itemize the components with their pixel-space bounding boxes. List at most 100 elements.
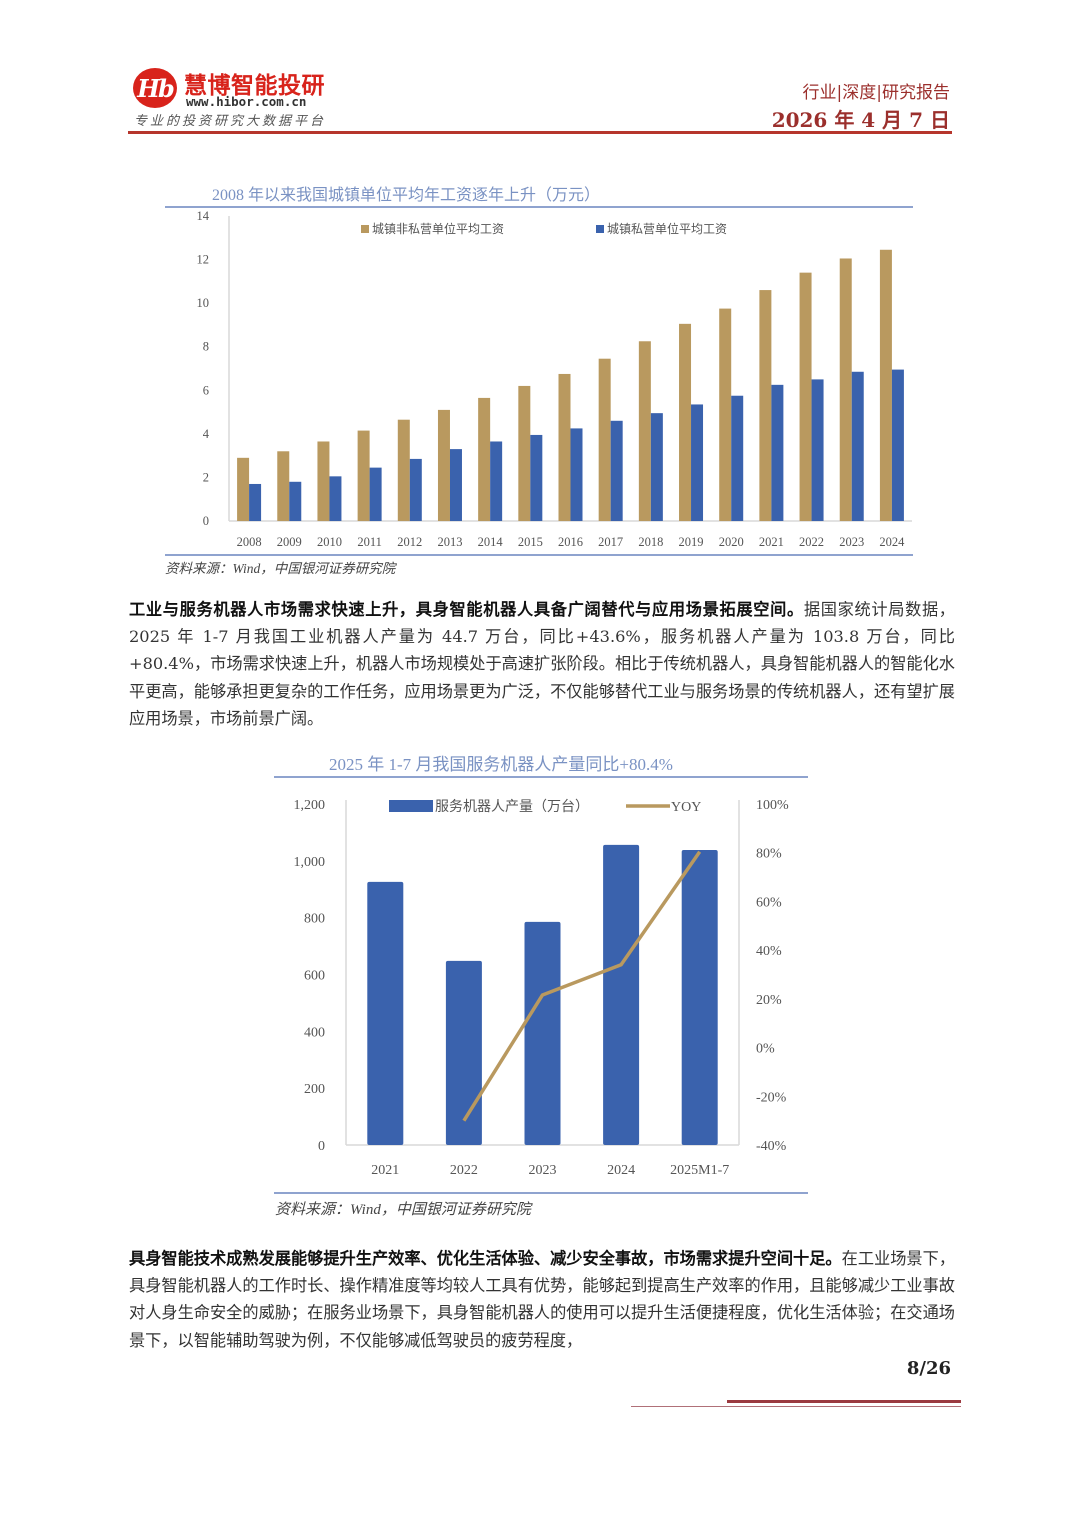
paragraph-2-lead: 具身智能技术成熟发展能够提升生产效率、优化生活体验、减少安全事故，市场需求提升空… xyxy=(129,1249,842,1268)
chart1-bar xyxy=(851,371,864,521)
chart1-bar xyxy=(249,483,262,521)
chart1-bar xyxy=(490,441,503,521)
chart2-x-tick: 2024 xyxy=(607,1163,635,1178)
chart1-bar xyxy=(598,358,611,521)
chart2-bar xyxy=(524,921,561,1145)
chart2-bar xyxy=(681,850,718,1145)
chart1-bar xyxy=(277,451,290,521)
chart2-y-tick: 0 xyxy=(318,1139,325,1154)
chart1-y-tick: 0 xyxy=(203,514,209,528)
chart2-bar xyxy=(367,881,404,1145)
chart1-y-tick: 8 xyxy=(203,340,209,354)
chart1-legend-swatch xyxy=(361,225,369,233)
chart2-y-tick: 600 xyxy=(304,969,325,984)
chart2-y-tick: 400 xyxy=(304,1025,325,1040)
chart1-bar xyxy=(357,430,370,521)
chart1-x-tick: 2022 xyxy=(799,535,824,549)
chart2-source: 资料来源：Wind，中国银河证券研究院 xyxy=(275,1202,531,1218)
chart1-bar xyxy=(811,379,824,521)
chart1-x-tick: 2024 xyxy=(879,535,905,549)
chart2-y2-tick: 60% xyxy=(756,895,782,910)
chart2-legend-label-line: YOY xyxy=(671,800,701,815)
chart1-bar xyxy=(650,413,663,521)
chart1-bar xyxy=(237,457,250,521)
footer-rule-thick xyxy=(727,1400,961,1403)
chart1-x-tick: 2013 xyxy=(437,535,462,549)
chart1-x-tick: 2017 xyxy=(598,535,623,549)
chart1-x-tick: 2010 xyxy=(317,535,342,549)
chart1-legend-label: 城镇私营单位平均工资 xyxy=(607,221,727,236)
chart2-x-tick: 2023 xyxy=(529,1163,557,1178)
chart1-x-tick: 2015 xyxy=(518,535,543,549)
chart1-bar xyxy=(771,384,784,521)
chart1-bar xyxy=(570,428,583,521)
chart1-x-tick: 2018 xyxy=(638,535,663,549)
chart2-y2-tick: 80% xyxy=(756,847,782,862)
paragraph-1: 工业与服务机器人市场需求快速上升，具身智能机器人具备广阔替代与应用场景拓展空间。… xyxy=(129,596,955,732)
header-divider xyxy=(128,131,952,134)
chart2-y-tick: 1,200 xyxy=(294,798,326,813)
chart1-title: 2008 年以来我国城镇单位平均年工资逐年上升（万元） xyxy=(212,187,601,204)
chart1-y-tick: 2 xyxy=(203,470,209,484)
brand-url[interactable]: www.hibor.com.cn xyxy=(186,94,307,109)
chart2-y2-tick: 40% xyxy=(756,944,782,959)
chart2-x-tick: 2021 xyxy=(371,1163,399,1178)
chart1-y-tick: 14 xyxy=(197,209,210,223)
chart1-bar xyxy=(558,373,571,521)
logo-icon: Hb xyxy=(133,68,177,108)
chart1-bar xyxy=(409,458,422,521)
chart1-legend-label: 城镇非私营单位平均工资 xyxy=(372,221,504,236)
chart2-bar xyxy=(603,844,640,1145)
chart1-x-tick: 2009 xyxy=(277,535,302,549)
chart2-yoy-line xyxy=(462,850,702,1122)
chart1-y-tick: 10 xyxy=(197,296,210,310)
paragraph-2-body: 在工业场景下，具身智能机器人的工作时长、操作精准度等均较人工具有优势，能够起到提… xyxy=(129,1249,956,1350)
report-category: 行业|深度|研究报告 xyxy=(802,83,950,103)
chart1-title-rule xyxy=(165,206,913,208)
chart1-x-tick: 2008 xyxy=(237,535,262,549)
chart1-y-tick: 12 xyxy=(197,253,210,267)
chart1-x-tick: 2012 xyxy=(397,535,422,549)
chart1-x-tick: 2016 xyxy=(558,535,583,549)
chart1-legend-swatch xyxy=(596,225,604,233)
brand-slogan: 专业的投资研究大数据平台 xyxy=(134,114,327,129)
paragraph-1-body: 据国家统计局数据，2025 年 1-7 月我国工业机器人产量为 44.7 万台，… xyxy=(129,600,955,728)
chart2-y2-tick: 100% xyxy=(756,798,789,813)
chart2-x-tick: 2025M1-7 xyxy=(670,1163,729,1178)
chart2-title: 2025 年 1-7 月我国服务机器人产量同比+80.4% xyxy=(329,755,673,774)
chart2-y2-tick: -40% xyxy=(756,1139,787,1154)
chart1-bar xyxy=(891,369,904,521)
chart2-y2-tick: 0% xyxy=(756,1042,775,1057)
chart2-legend-label-bar: 服务机器人产量（万台） xyxy=(435,799,589,815)
page-number: 8/26 xyxy=(906,1358,951,1379)
brand-name: 慧博智能投研 xyxy=(184,73,325,99)
chart1-x-tick: 2021 xyxy=(759,535,784,549)
chart1-bar xyxy=(478,397,491,521)
chart1-source: 资料来源：Wind，中国银河证券研究院 xyxy=(165,561,396,576)
chart1-bar xyxy=(289,481,302,521)
chart2-y-tick: 1,000 xyxy=(294,855,326,870)
chart2-y2-tick: 20% xyxy=(756,993,782,1008)
chart1-x-tick: 2011 xyxy=(357,535,382,549)
chart1-bar xyxy=(638,341,651,521)
footer-rule-thin xyxy=(631,1406,961,1407)
chart1-bar xyxy=(679,323,692,521)
chart1-x-tick: 2014 xyxy=(478,535,504,549)
chart2-y-tick: 200 xyxy=(304,1082,325,1097)
chart1-bar xyxy=(518,385,531,521)
chart1-plot: 0 2 4 6 8 10 12 14 2008 2009 2010 2011 2012 2013 2014 2… xyxy=(197,209,912,549)
chart1-bottom-rule xyxy=(165,554,913,556)
chart1-bar xyxy=(839,258,852,521)
chart1-bar xyxy=(719,308,732,521)
report-date: 2026 年 4 月 7 日 xyxy=(771,108,950,132)
chart2-legend-swatch-bar xyxy=(389,800,433,812)
chart1-bar xyxy=(610,420,623,521)
chart2-plot: 0 200 400 600 800 1,000 1,200 -40% -20% 0% 20% 40% 6… xyxy=(294,798,790,1178)
chart1-bar xyxy=(530,434,543,521)
chart1-bar xyxy=(799,272,812,521)
chart1-bar xyxy=(317,441,330,521)
chart1-x-tick: 2020 xyxy=(719,535,744,549)
chart1-bar xyxy=(397,419,410,521)
paragraph-1-lead: 工业与服务机器人市场需求快速上升，具身智能机器人具备广阔替代与应用场景拓展空间。 xyxy=(129,600,804,619)
chart2-y2-tick: -20% xyxy=(756,1090,787,1105)
